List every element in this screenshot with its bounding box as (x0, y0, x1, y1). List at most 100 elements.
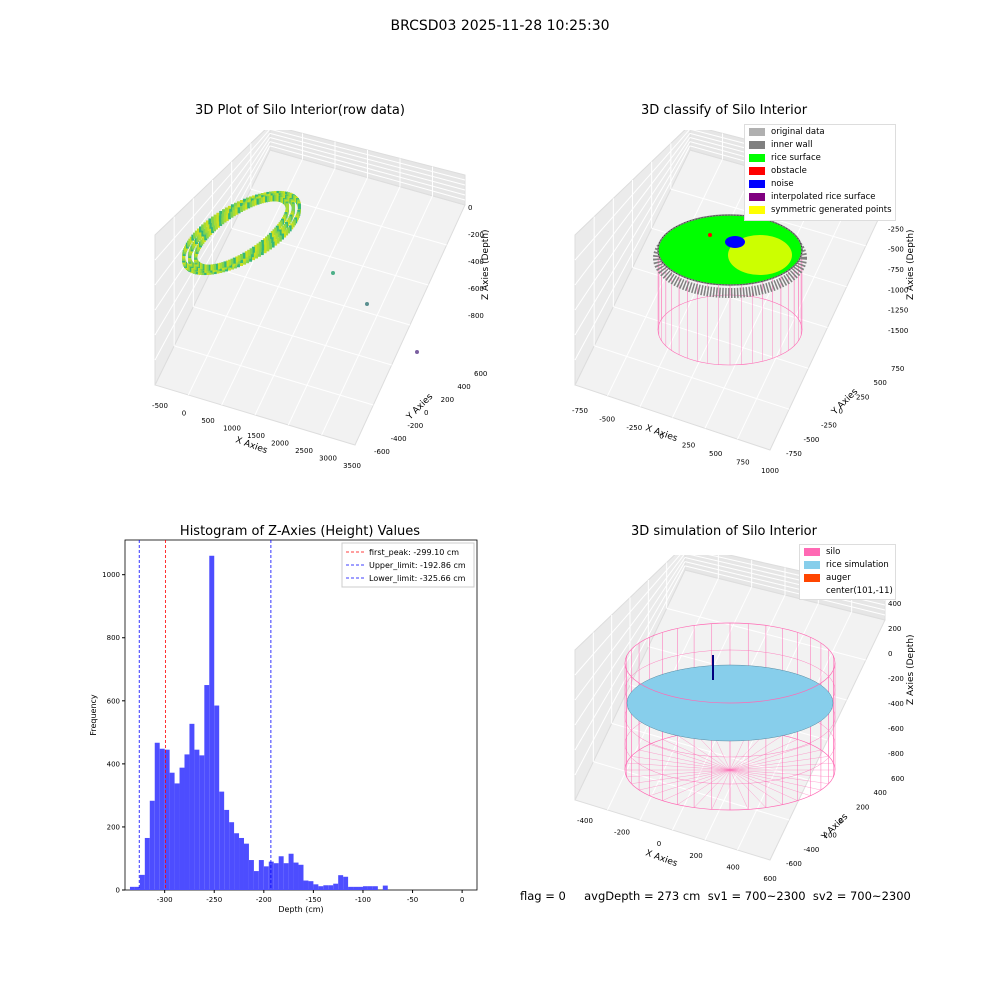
x-tick: 3000 (319, 455, 337, 463)
x-tick: 0 (182, 410, 186, 418)
point (283, 231, 287, 238)
point (213, 214, 217, 221)
point (209, 222, 213, 229)
z-tick: -500 (888, 246, 904, 254)
silo-floor-line (729, 769, 749, 810)
legend-swatch (804, 547, 820, 556)
histogram-bar (164, 749, 170, 890)
histogram-bar (288, 853, 294, 890)
y-tick: 750 (891, 365, 904, 373)
obstacle (708, 233, 712, 237)
y-tick: -200 (821, 832, 837, 840)
legend-label: auger (826, 573, 851, 583)
point (193, 232, 197, 239)
point (205, 232, 209, 239)
histogram-bar (343, 876, 349, 890)
y-tick: -600 (786, 860, 802, 868)
point (214, 263, 218, 270)
plot3-zlabel: Z Axies (Depth) (906, 634, 916, 705)
histogram-bar (303, 880, 309, 890)
histogram-bars (129, 555, 388, 890)
silo-floor-line (631, 756, 731, 771)
legend-label: interpolated rice surface (771, 192, 876, 202)
y-tick: -400 (391, 435, 407, 443)
point (270, 195, 274, 202)
histogram-vlines (138, 540, 272, 890)
histogram-bar (248, 860, 254, 890)
legend-item: silo (804, 547, 840, 557)
y-tick: -750 (786, 450, 802, 458)
point (258, 246, 262, 253)
point (225, 214, 229, 221)
point (223, 216, 227, 223)
silo-floor-line (649, 744, 731, 771)
legend-item: center(101,-11) (804, 586, 893, 596)
y-tick: 600 (891, 775, 904, 783)
x-tick: -200 (614, 829, 630, 837)
point (191, 234, 195, 241)
y-tick: 400 (457, 383, 470, 391)
point (260, 197, 264, 204)
point (263, 247, 267, 254)
point (207, 264, 211, 271)
legend-item: original data (749, 127, 825, 137)
point (266, 240, 269, 247)
point (274, 239, 278, 246)
plot3-xlabel: X Axies (644, 848, 679, 869)
point (263, 196, 266, 203)
symmetric-points (728, 235, 792, 275)
silo-floor-line (626, 762, 731, 771)
point (193, 267, 197, 274)
histogram-bar (154, 742, 160, 890)
silo-floor-line (729, 769, 783, 805)
z-tick: -750 (888, 266, 904, 274)
point (235, 256, 239, 263)
point (244, 251, 248, 258)
point (235, 208, 239, 215)
x-tick: -400 (577, 817, 593, 825)
legend-label: Upper_limit: -192.86 cm (369, 561, 466, 570)
y-tick: 200 (441, 396, 454, 404)
silo-floor-line (729, 769, 767, 808)
z-tick: -1500 (888, 327, 908, 335)
point (226, 210, 230, 217)
histogram-legend: first_peak: -299.10 cm Upper_limit: -192.… (341, 542, 475, 588)
plot3-silo (624, 622, 836, 811)
point (288, 192, 292, 199)
point (223, 261, 227, 268)
plot1-points (182, 190, 419, 354)
histogram-bar (283, 863, 289, 890)
point (203, 228, 207, 235)
z-tick: -600 (888, 725, 904, 733)
point (205, 220, 209, 227)
point (224, 207, 228, 214)
z-tick: 400 (888, 600, 901, 608)
point (261, 244, 265, 251)
legend-swatch (749, 192, 765, 201)
plot3-legend: silo rice simulation auger center(101,-11) (799, 544, 896, 600)
point (266, 245, 270, 252)
point (244, 203, 248, 210)
histogram-bar (353, 886, 359, 890)
histogram-bar (253, 871, 259, 890)
histogram-bar (263, 866, 269, 890)
plot2-zlabel: Z Axies (Depth) (906, 229, 916, 300)
point (240, 254, 243, 260)
histogram-bar (234, 833, 240, 890)
silo-floor-line (729, 749, 821, 771)
histogram-bar (174, 783, 180, 890)
point (263, 238, 266, 245)
x-tick: 500 (201, 417, 214, 425)
point (249, 248, 253, 255)
legend-item: obstacle (749, 166, 807, 176)
y-tick: 600 (474, 370, 487, 378)
point (285, 203, 289, 210)
point (219, 219, 223, 226)
point (240, 206, 243, 212)
point (211, 216, 214, 223)
point (291, 203, 295, 210)
x-tick-label: -150 (305, 896, 321, 904)
x-tick: 200 (689, 852, 702, 860)
point (258, 241, 262, 248)
point (276, 237, 280, 244)
